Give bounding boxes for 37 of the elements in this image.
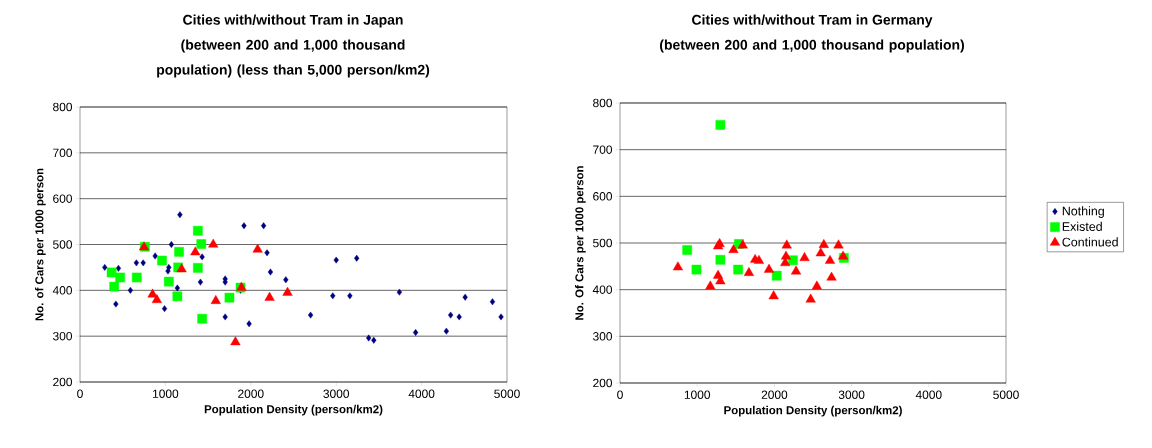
x-tick-label: 4000	[915, 390, 942, 399]
x-tick-label: 2000	[761, 390, 788, 399]
y-tick-label: 400	[52, 286, 73, 295]
chart-title: Cities with/without Tram in Japan	[183, 14, 403, 28]
y-tick-label: 600	[53, 194, 73, 203]
chart-title: Cities with/without Tram in Germany	[692, 14, 933, 28]
x-tick-label: 3000	[838, 390, 865, 399]
x-tick-label: 2000	[238, 389, 264, 398]
y-tick-label: 600	[593, 192, 613, 201]
y-tick-label: 500	[53, 240, 73, 249]
y-tick-label: 700	[593, 145, 613, 154]
x-tick-label: 1000	[684, 390, 711, 399]
legend-label: Nothing	[1062, 206, 1104, 218]
x-tick-label: 4000	[408, 389, 435, 398]
legend-label: Existed	[1062, 221, 1102, 231]
x-tick-label: 3000	[323, 389, 350, 398]
y-tick-label: 200	[593, 378, 613, 388]
y-tick-label: 300	[52, 331, 73, 341]
x-axis-title: Population Density (person/km2)	[204, 404, 383, 416]
y-axis-title: No. Of Cars per 1000 person	[575, 166, 586, 320]
x-tick-label: 0	[617, 390, 623, 399]
y-tick-label: 800	[593, 98, 613, 108]
y-tick-label: 800	[53, 102, 73, 112]
y-tick-label: 200	[53, 377, 73, 387]
y-axis-title: No. of Cars per 1000 person	[35, 168, 46, 321]
x-tick-label: 0	[77, 389, 83, 398]
y-tick-label: 500	[593, 238, 613, 248]
chart-subtitle: (between 200 and 1,000 thousand population) (less than 5,000 person/km2)	[157, 39, 430, 78]
legend-label: Continued	[1062, 237, 1118, 247]
y-tick-label: 400	[592, 285, 613, 294]
chart-subtitle: (between 200 and 1,000 thousand population)	[660, 39, 964, 53]
x-axis-title: Population Density (person/km2)	[724, 405, 902, 417]
x-tick-label: 5000	[993, 390, 1019, 399]
y-tick-label: 700	[53, 148, 73, 158]
x-tick-label: 5000	[494, 389, 520, 398]
y-tick-label: 300	[592, 332, 613, 341]
x-tick-label: 1000	[153, 389, 179, 398]
